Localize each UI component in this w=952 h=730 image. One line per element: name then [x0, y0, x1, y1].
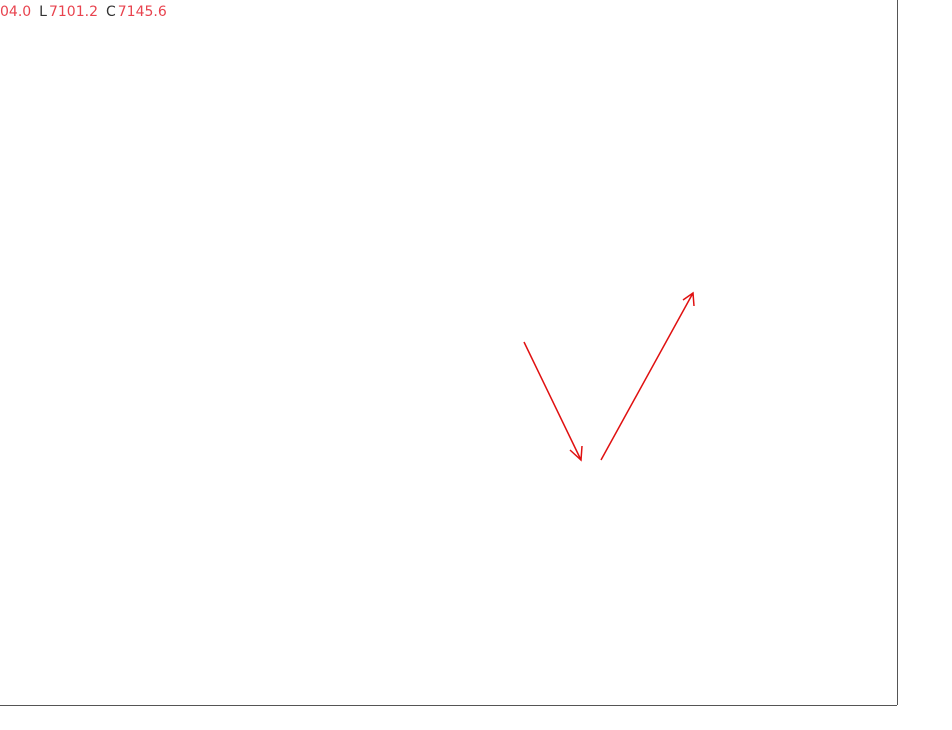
ohlc-key: L: [39, 4, 47, 20]
price-axis: [897, 0, 952, 730]
ohlc-close: 7145.6: [117, 4, 167, 20]
ohlc-open: 04.0: [0, 4, 32, 20]
ohlc-key: C: [105, 4, 116, 20]
ohlc-header: 04.0 L 7101.2 C 7145.6: [0, 4, 169, 20]
ohlc-low: 7101.2: [48, 4, 98, 20]
time-axis: [0, 705, 952, 730]
arrow-head: [682, 291, 695, 307]
arrow: [600, 292, 694, 461]
arrow: [523, 341, 582, 461]
arrow-head: [569, 445, 583, 462]
